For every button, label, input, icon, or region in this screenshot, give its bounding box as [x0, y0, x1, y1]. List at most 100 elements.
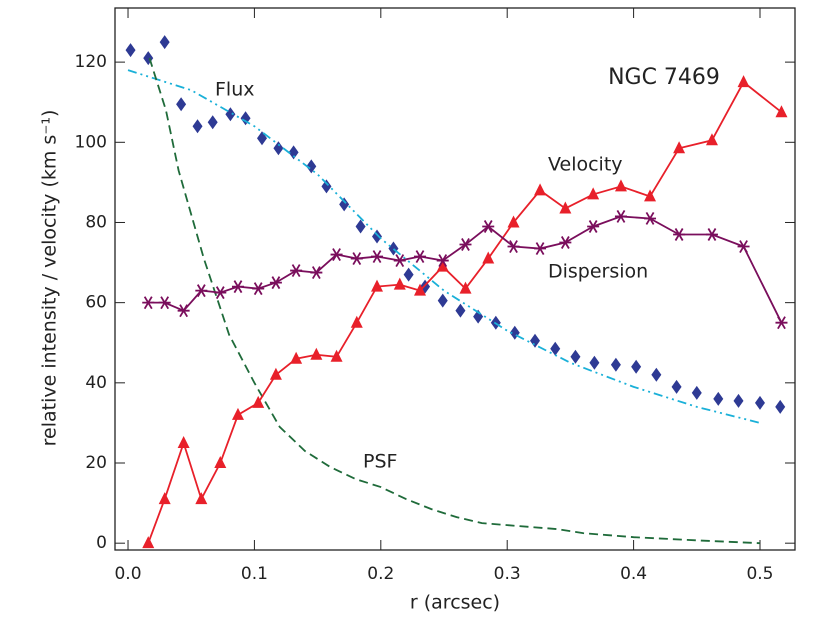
asterisk-marker	[587, 220, 600, 233]
chart-title: NGC 7469	[608, 65, 720, 90]
diamond-marker	[733, 393, 744, 408]
asterisk-marker	[507, 240, 520, 253]
series-line	[148, 215, 783, 324]
diamond-marker	[775, 399, 786, 414]
asterisk-marker	[310, 266, 323, 280]
y-tick-label: 120	[75, 52, 107, 72]
triangle-marker	[290, 351, 303, 364]
triangle-marker	[737, 75, 750, 88]
diamond-marker	[207, 115, 218, 130]
diamond-marker	[159, 35, 170, 50]
diamond-marker	[256, 131, 267, 146]
asterisk-marker	[177, 304, 190, 318]
triangle-marker	[507, 215, 520, 228]
diamond-marker	[403, 267, 414, 282]
diamond-marker	[550, 341, 561, 356]
asterisk-marker	[290, 264, 303, 278]
triangle-marker	[142, 536, 155, 549]
diamond-marker	[288, 145, 299, 160]
diamond-marker	[306, 159, 317, 174]
diamond-marker	[321, 179, 332, 194]
asterisk-marker	[252, 282, 265, 296]
diamond-marker	[610, 357, 621, 372]
asterisk-marker	[559, 236, 572, 249]
asterisk-marker	[231, 280, 244, 294]
diamond-marker	[671, 379, 682, 394]
triangle-marker	[559, 201, 572, 214]
series-line	[148, 57, 761, 545]
diamond-marker	[192, 119, 203, 134]
asterisk-marker	[459, 238, 472, 251]
asterisk-marker	[269, 276, 282, 290]
triangle-marker	[330, 349, 343, 362]
y-tick-label: 20	[85, 453, 107, 473]
asterisk-marker	[158, 296, 171, 310]
x-tick-label: 0.5	[746, 564, 773, 584]
asterisk-marker	[214, 286, 227, 300]
diamond-marker	[570, 349, 581, 364]
triangle-marker	[614, 179, 627, 192]
triangle-marker	[459, 281, 472, 294]
asterisk-marker	[436, 254, 449, 268]
y-tick-label: 80	[85, 212, 107, 232]
triangle-marker	[310, 347, 323, 360]
diamond-marker	[530, 333, 541, 348]
triangle-marker	[775, 105, 788, 118]
asterisk-marker	[482, 220, 495, 233]
series-line	[127, 69, 761, 424]
x-tick-label: 0.4	[620, 564, 647, 584]
triangle-marker	[534, 183, 547, 196]
asterisk-marker	[673, 228, 686, 241]
asterisk-marker	[371, 250, 384, 264]
asterisk-marker	[330, 248, 343, 262]
asterisk-marker	[775, 316, 788, 330]
asterisk-marker	[614, 209, 627, 223]
diamond-marker	[388, 241, 399, 256]
diamond-marker	[437, 293, 448, 308]
asterisk-marker	[393, 254, 406, 268]
y-tick-label: 60	[85, 293, 107, 313]
asterisk-marker	[534, 242, 547, 255]
x-tick-label: 0.3	[494, 564, 521, 584]
triangle-marker	[252, 395, 265, 408]
series-line	[147, 80, 783, 544]
triangle-marker	[371, 279, 384, 292]
diamond-marker	[713, 391, 724, 406]
diamond-marker	[691, 385, 702, 400]
triangle-marker	[350, 315, 363, 328]
x-tick-label: 0.1	[241, 564, 268, 584]
plot-area	[125, 35, 788, 549]
diamond-marker	[631, 359, 642, 374]
series-label: Velocity	[548, 154, 623, 176]
triangle-marker	[436, 259, 449, 272]
triangle-marker	[673, 141, 686, 154]
asterisk-marker	[644, 212, 657, 225]
y-tick-label: 100	[75, 132, 107, 152]
diamond-marker	[339, 197, 350, 212]
asterisk-marker	[705, 228, 718, 241]
triangle-marker	[393, 277, 406, 290]
asterisk-marker	[737, 240, 750, 253]
diamond-marker	[455, 303, 466, 318]
triangle-marker	[177, 435, 190, 448]
diamond-marker	[651, 367, 662, 382]
x-tick-label: 0.0	[114, 564, 141, 584]
diamond-marker	[125, 43, 136, 58]
asterisk-marker	[413, 250, 426, 264]
triangle-marker	[231, 407, 244, 420]
diamond-marker	[225, 107, 236, 122]
triangle-marker	[482, 251, 495, 264]
asterisk-marker	[142, 296, 155, 310]
triangle-marker	[705, 133, 718, 146]
series-label: Flux	[215, 79, 255, 101]
x-axis-label: r (arcsec)	[410, 592, 500, 614]
series-label: PSF	[363, 451, 397, 473]
triangle-marker	[158, 492, 171, 505]
diamond-marker	[355, 219, 366, 234]
asterisk-marker	[195, 284, 208, 298]
y-tick-label: 40	[85, 373, 107, 393]
diamond-marker	[754, 395, 765, 410]
asterisk-marker	[350, 252, 363, 266]
